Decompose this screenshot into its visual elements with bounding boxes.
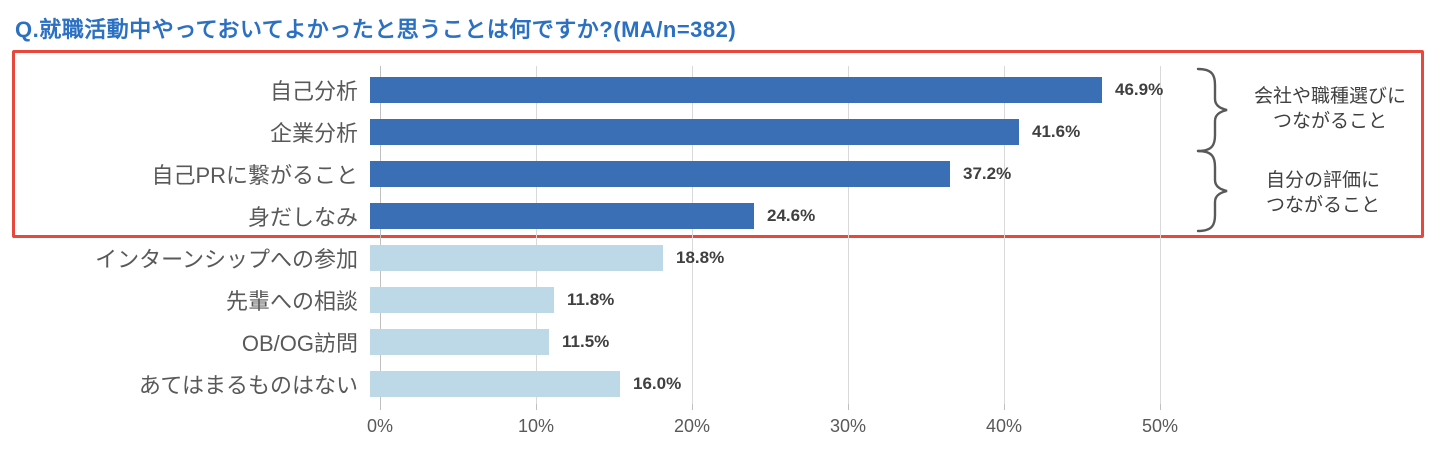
value-label: 11.8% bbox=[567, 290, 615, 309]
x-axis-tick-label: 10% bbox=[517, 416, 555, 436]
bar-row: あてはまるものはない 16.0% bbox=[0, 363, 1440, 405]
bar-row: 自己PRに繋がること 37.2% bbox=[0, 153, 1440, 195]
x-axis-tick-label: 20% bbox=[673, 416, 711, 436]
category-label: 身だしなみ bbox=[247, 205, 358, 230]
bar bbox=[370, 329, 549, 355]
category-label: 自己分析 bbox=[269, 79, 358, 104]
value-label: 16.0% bbox=[633, 374, 682, 393]
brace-top-group bbox=[1196, 67, 1228, 153]
category-label: あてはまるものはない bbox=[138, 373, 358, 398]
x-axis-tick-label: 40% bbox=[985, 416, 1023, 436]
bar bbox=[370, 161, 950, 187]
value-label: 41.6% bbox=[1032, 122, 1081, 141]
bar bbox=[370, 203, 754, 229]
gridline bbox=[1160, 66, 1161, 404]
gridline bbox=[692, 66, 693, 404]
bar bbox=[370, 371, 620, 397]
x-axis-tick-label: 30% bbox=[829, 416, 867, 436]
bar bbox=[370, 245, 663, 271]
bar-row: 身だしなみ 24.6% bbox=[0, 195, 1440, 237]
value-label: 11.5% bbox=[562, 332, 610, 351]
x-axis-tick-label: 0% bbox=[366, 416, 393, 436]
annotation-self-evaluation: 自分の評価に つながること bbox=[1265, 170, 1380, 216]
category-label: インターンシップへの参加 bbox=[95, 247, 358, 272]
axis-tick bbox=[692, 404, 693, 410]
value-label: 18.8% bbox=[676, 248, 725, 267]
highlight-outline-box bbox=[12, 50, 1424, 238]
gridline bbox=[1004, 66, 1005, 404]
brace-bottom-group bbox=[1196, 149, 1228, 233]
bar-rows: 自己分析 46.9% 企業分析 41.6% 自己PRに繋がること 37.2% 身… bbox=[0, 69, 1440, 405]
axis-tick bbox=[536, 404, 537, 410]
bar-row: 自己分析 46.9% bbox=[0, 69, 1440, 111]
value-label: 37.2% bbox=[963, 164, 1012, 183]
category-label: OB/OG訪問 bbox=[241, 331, 358, 356]
axis-tick bbox=[1160, 404, 1161, 410]
x-axis-tick-label: 50% bbox=[1141, 416, 1179, 436]
chart-title: Q.就職活動中やっておいてよかったと思うことは何ですか?(MA/n=382) bbox=[15, 17, 737, 42]
axis-tick bbox=[1004, 404, 1005, 410]
category-label: 先輩への相談 bbox=[225, 289, 358, 314]
gridline bbox=[380, 66, 381, 404]
category-label: 自己PRに繋がること bbox=[151, 163, 358, 188]
category-label: 企業分析 bbox=[269, 121, 358, 146]
annotation-company-choice: 会社や職種選びに つながること bbox=[1253, 86, 1406, 132]
bar-row: 企業分析 41.6% bbox=[0, 111, 1440, 153]
bar-row: インターンシップへの参加 18.8% bbox=[0, 237, 1440, 279]
value-label: 46.9% bbox=[1115, 80, 1164, 99]
bar bbox=[370, 287, 554, 313]
bar bbox=[370, 119, 1019, 145]
axis-tick bbox=[380, 404, 381, 410]
gridline bbox=[536, 66, 537, 404]
value-label: 24.6% bbox=[767, 206, 816, 225]
bar-row: 先輩への相談 11.8% bbox=[0, 279, 1440, 321]
axis-tick bbox=[848, 404, 849, 410]
gridline bbox=[848, 66, 849, 404]
bar bbox=[370, 77, 1102, 103]
bar-row: OB/OG訪問 11.5% bbox=[0, 321, 1440, 363]
